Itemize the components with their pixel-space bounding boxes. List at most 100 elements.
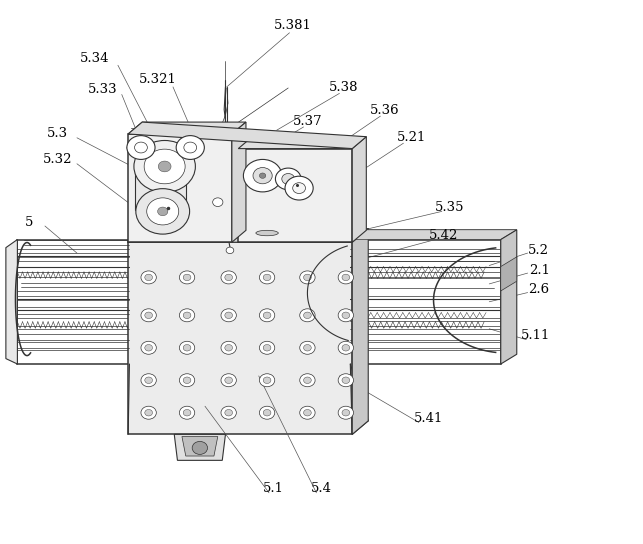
Circle shape [342,377,350,384]
Circle shape [226,247,234,254]
Circle shape [338,309,354,322]
Ellipse shape [256,230,278,236]
Text: 5.37: 5.37 [293,115,322,128]
Circle shape [213,198,223,207]
Circle shape [303,274,311,281]
Circle shape [183,274,191,281]
Polygon shape [128,134,232,242]
Polygon shape [128,228,368,242]
Circle shape [221,309,237,322]
Circle shape [141,271,156,284]
Circle shape [285,176,313,200]
Circle shape [263,274,271,281]
Circle shape [303,377,311,384]
Circle shape [144,149,185,184]
Circle shape [259,374,275,387]
Polygon shape [212,197,224,207]
Polygon shape [239,137,367,149]
Circle shape [293,183,305,194]
Circle shape [225,410,233,416]
Circle shape [158,161,171,172]
Circle shape [275,168,301,190]
Circle shape [300,309,315,322]
Text: 5.2: 5.2 [527,244,548,257]
Circle shape [300,271,315,284]
Circle shape [183,410,191,416]
Polygon shape [128,242,352,434]
Circle shape [145,344,152,351]
Circle shape [145,377,152,384]
Text: 5.42: 5.42 [428,228,458,242]
Polygon shape [350,230,517,239]
Circle shape [179,309,195,322]
Circle shape [145,274,152,281]
Circle shape [141,341,156,354]
Polygon shape [352,137,367,242]
Text: 5.32: 5.32 [43,153,73,166]
Polygon shape [128,122,367,149]
Polygon shape [174,434,226,460]
Polygon shape [501,257,517,291]
Circle shape [179,374,195,387]
Text: 5.321: 5.321 [140,73,177,86]
Polygon shape [501,230,517,364]
Circle shape [221,271,237,284]
Circle shape [225,312,233,319]
Circle shape [259,309,275,322]
Circle shape [221,374,237,387]
Polygon shape [352,228,368,434]
Text: 5.36: 5.36 [370,104,399,117]
Polygon shape [6,239,17,364]
Circle shape [303,312,311,319]
Circle shape [342,274,350,281]
Text: 5.11: 5.11 [521,329,550,342]
Text: 5.33: 5.33 [87,83,118,96]
Polygon shape [182,436,218,456]
Circle shape [179,271,195,284]
Circle shape [263,312,271,319]
Circle shape [244,159,282,192]
Circle shape [282,174,294,184]
Text: 5.3: 5.3 [47,127,68,140]
Circle shape [183,377,191,384]
Text: 5.381: 5.381 [274,19,312,32]
Circle shape [263,377,271,384]
Circle shape [179,406,195,419]
Text: 2.1: 2.1 [529,264,550,277]
Circle shape [127,135,155,159]
Text: 5.41: 5.41 [414,412,444,425]
Circle shape [225,274,233,281]
Circle shape [145,312,152,319]
Circle shape [183,344,191,351]
Circle shape [145,410,152,416]
Circle shape [134,142,147,153]
Circle shape [263,410,271,416]
Circle shape [342,344,350,351]
Circle shape [141,406,156,419]
Circle shape [183,312,191,319]
Polygon shape [134,161,186,210]
Circle shape [338,271,354,284]
Text: 5: 5 [25,216,33,228]
Circle shape [221,341,237,354]
Circle shape [263,344,271,351]
Circle shape [342,312,350,319]
Circle shape [225,377,233,384]
Circle shape [259,173,266,178]
Circle shape [136,189,190,234]
Polygon shape [128,239,129,242]
Text: 5.1: 5.1 [263,482,284,495]
Text: 5.35: 5.35 [435,201,464,214]
Circle shape [141,309,156,322]
Text: 5.21: 5.21 [397,131,426,144]
Circle shape [176,135,204,159]
Text: 5.4: 5.4 [311,482,332,495]
Polygon shape [232,122,246,242]
Circle shape [134,140,195,193]
Circle shape [303,410,311,416]
Circle shape [303,344,311,351]
Circle shape [338,341,354,354]
Circle shape [158,207,168,216]
Circle shape [259,341,275,354]
Text: 5.34: 5.34 [80,52,109,65]
